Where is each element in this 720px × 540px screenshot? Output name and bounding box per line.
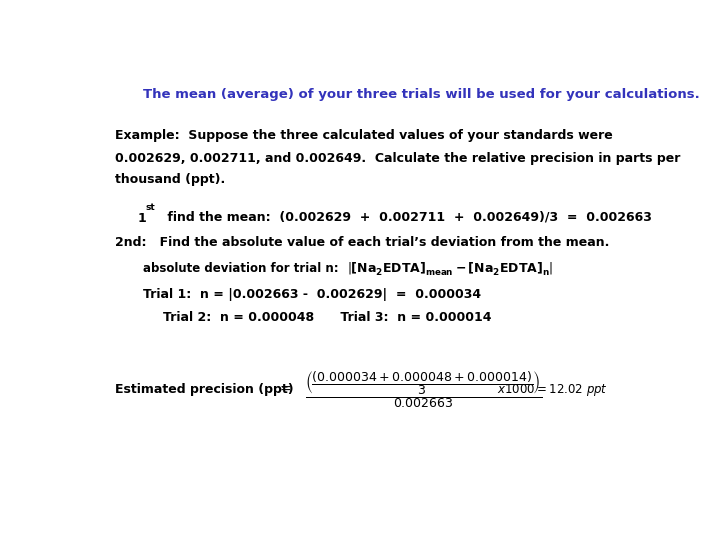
Text: 0.002629, 0.002711, and 0.002649.  Calculate the relative precision in parts per: 0.002629, 0.002711, and 0.002649. Calcul…: [115, 152, 680, 165]
Text: find the mean:  (0.002629  +  0.002711  +  0.002649)/3  =  0.002663: find the mean: (0.002629 + 0.002711 + 0.…: [163, 210, 652, 224]
Text: 1: 1: [138, 212, 146, 225]
Text: thousand (ppt).: thousand (ppt).: [115, 173, 225, 186]
Text: =: =: [280, 383, 292, 397]
Text: Estimated precision (ppt): Estimated precision (ppt): [115, 383, 294, 396]
Text: absolute deviation for trial n:: absolute deviation for trial n:: [143, 262, 338, 275]
Text: $\mathbf{\left|[Na_2EDTA]_{mean} - [Na_2EDTA]_n\right|}$: $\mathbf{\left|[Na_2EDTA]_{mean} - [Na_2…: [347, 260, 553, 277]
Text: st: st: [145, 203, 156, 212]
Text: 2nd:   Find the absolute value of each trial’s deviation from the mean.: 2nd: Find the absolute value of each tri…: [115, 236, 610, 249]
Text: The mean (average) of your three trials will be used for your calculations.: The mean (average) of your three trials …: [143, 87, 700, 100]
Text: Trial 2:  n = 0.000048      Trial 3:  n = 0.000014: Trial 2: n = 0.000048 Trial 3: n = 0.000…: [163, 312, 491, 325]
Text: Example:  Suppose the three calculated values of your standards were: Example: Suppose the three calculated va…: [115, 129, 613, 142]
Text: Trial 1:  n = |0.002663 -  0.002629|  =  0.000034: Trial 1: n = |0.002663 - 0.002629| = 0.0…: [143, 288, 481, 301]
Text: $x1000 = 12.02\ \mathit{ppt}$: $x1000 = 12.02\ \mathit{ppt}$: [498, 382, 608, 398]
Text: $\dfrac{\left(\dfrac{(0.000034+0.000048+0.000014)}{3}\right)}{0.002663}$: $\dfrac{\left(\dfrac{(0.000034+0.000048+…: [305, 369, 542, 410]
